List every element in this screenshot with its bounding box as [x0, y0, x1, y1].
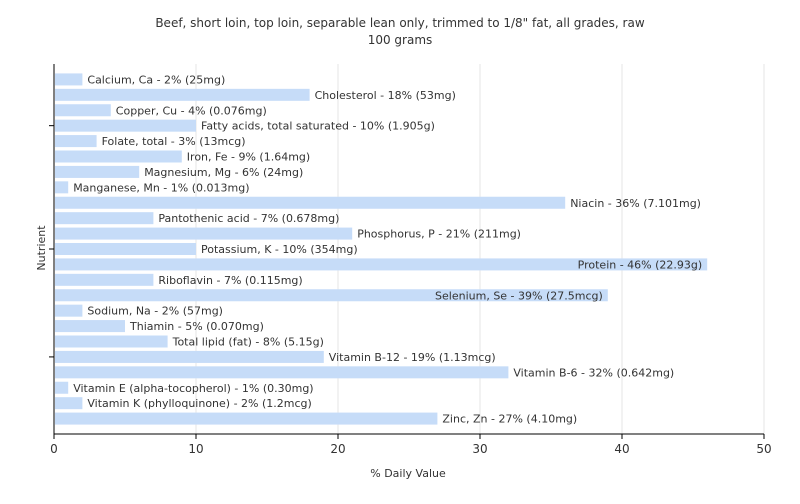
bar	[55, 212, 154, 225]
chart-title: Beef, short loin, top loin, separable le…	[155, 16, 645, 30]
x-tick-label: 10	[188, 442, 203, 456]
bar	[55, 258, 708, 271]
bar-label: Manganese, Mn - 1% (0.013mg)	[73, 181, 249, 194]
bar-label: Potassium, K - 10% (354mg)	[201, 243, 358, 256]
bar-label: Total lipid (fat) - 8% (5.15g)	[172, 336, 324, 349]
bar	[55, 366, 509, 379]
bar	[55, 88, 310, 101]
bar	[55, 243, 196, 255]
bars: Calcium, Ca - 2% (25mg) Cholesterol - 18%…	[55, 73, 708, 426]
bar-label: Selenium, Se - 39% (27.5mcg)	[435, 289, 603, 302]
bar-label: Folate, total - 3% (13mcg)	[102, 135, 246, 148]
bar	[55, 289, 608, 302]
bar-label: Cholesterol - 18% (53mg)	[315, 89, 456, 102]
bar	[55, 335, 168, 348]
bar-label: Vitamin E (alpha-tocopherol) - 1% (0.30m…	[73, 382, 313, 395]
bar-label: Sodium, Na - 2% (57mg)	[87, 305, 223, 318]
x-axis-label: % Daily Value	[370, 467, 446, 480]
bar-label: Vitamin K (phylloquinone) - 2% (1.2mcg)	[87, 397, 311, 410]
bar-label: Fatty acids, total saturated - 10% (1.90…	[201, 120, 435, 133]
bar	[55, 104, 111, 117]
bar-label: Vitamin B-6 - 32% (0.642mg)	[513, 366, 674, 379]
x-tick-label: 30	[472, 442, 487, 456]
bar	[55, 381, 69, 394]
bar-label: Niacin - 36% (7.101mg)	[570, 197, 701, 210]
x-tick-label: 20	[330, 442, 345, 456]
axes: 0 10 20 30 40 50	[49, 64, 772, 456]
x-tick-label: 0	[50, 442, 58, 456]
bar	[55, 119, 196, 132]
chart-subtitle: 100 grams	[368, 33, 433, 47]
bar	[55, 150, 182, 163]
bar	[55, 320, 125, 333]
bar-label: Riboflavin - 7% (0.115mg)	[158, 274, 302, 287]
bar-label: Copper, Cu - 4% (0.076mg)	[116, 104, 267, 117]
bar	[55, 227, 353, 240]
bar	[55, 304, 83, 317]
bar	[55, 135, 97, 148]
x-tick-label: 50	[756, 442, 771, 456]
bar-label: Thiamin - 5% (0.070mg)	[129, 320, 264, 333]
bar-label: Protein - 46% (22.93g)	[578, 258, 703, 271]
bar	[55, 412, 438, 425]
bar	[55, 397, 83, 410]
bar	[55, 181, 69, 194]
x-tick-label: 40	[614, 442, 629, 456]
bar-label: Phosphorus, P - 21% (211mg)	[357, 228, 521, 241]
bar	[55, 73, 83, 86]
bar-label: Zinc, Zn - 27% (4.10mg)	[442, 413, 577, 426]
bar-label: Pantothenic acid - 7% (0.678mg)	[158, 212, 339, 225]
bar	[55, 196, 566, 209]
bar-label: Vitamin B-12 - 19% (1.13mcg)	[329, 351, 496, 364]
bar-label: Magnesium, Mg - 6% (24mg)	[144, 166, 303, 179]
bar	[55, 350, 324, 363]
bar	[55, 165, 140, 178]
y-axis-label: Nutrient	[35, 225, 48, 271]
bar-label: Iron, Fe - 9% (1.64mg)	[187, 151, 310, 164]
bar	[55, 273, 154, 286]
bar-label: Calcium, Ca - 2% (25mg)	[87, 73, 225, 86]
